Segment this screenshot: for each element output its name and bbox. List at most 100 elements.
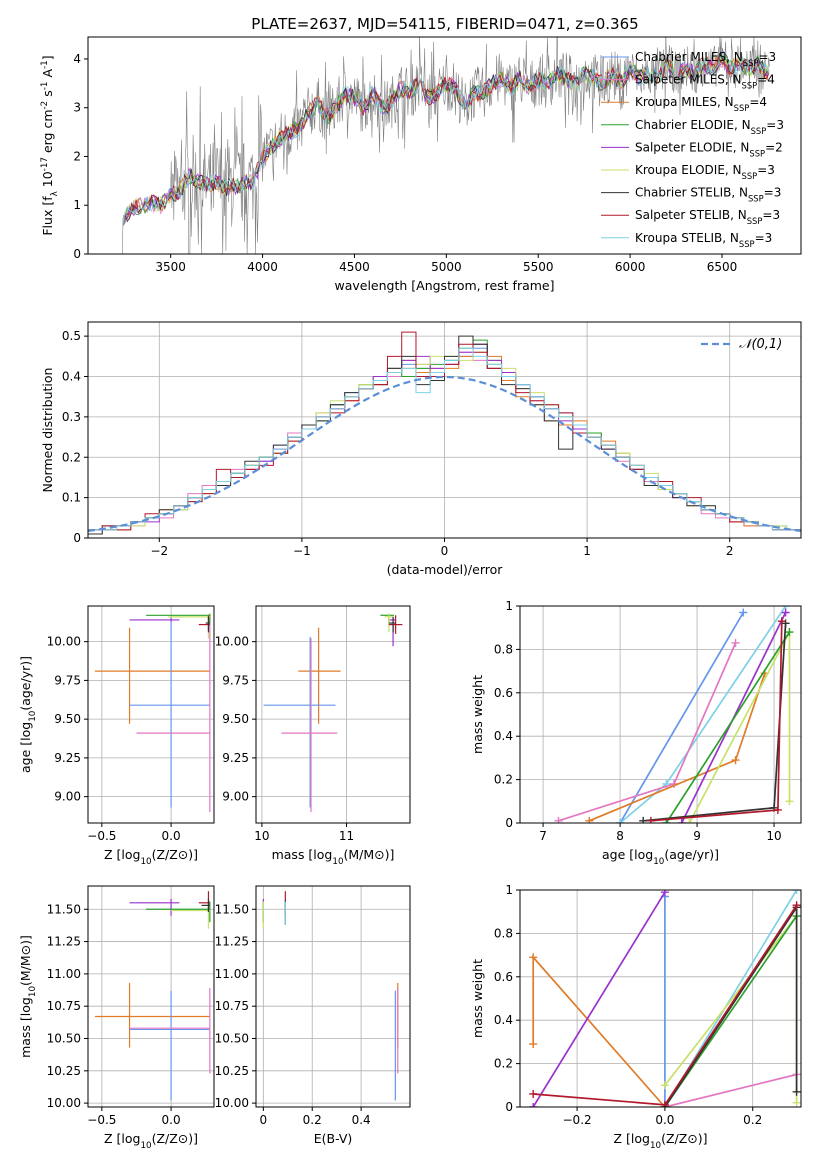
x-tick-label: 0.0	[162, 829, 181, 843]
legend-label: Salpeter STELIB, NSSP=3	[635, 208, 780, 226]
x-tick-label: 4500	[339, 260, 370, 274]
series-marker-3	[731, 756, 740, 765]
legend: 𝒩(0,1)	[701, 337, 782, 352]
x-axis-label: mass [log10(M/M⊙)]	[272, 847, 395, 867]
series-line-3	[588, 673, 766, 822]
y-tick-label: 10.00	[215, 1096, 249, 1110]
y-tick-label: 4	[73, 52, 81, 66]
x-tick-label: 0	[260, 1113, 268, 1127]
x-tick-label: −0.2	[563, 1113, 592, 1127]
x-tick-label: 6500	[707, 260, 738, 274]
series-marker-1	[529, 1040, 538, 1049]
x-axis-label: Z [log10(Z/Z⊙)]	[613, 1131, 707, 1151]
series-line-7	[643, 623, 787, 822]
series-marker-4	[792, 890, 801, 894]
x-tick-label: 0.0	[655, 1113, 674, 1127]
legend	[601, 56, 629, 239]
x-axis-label: Z [log10(Z/Z⊙)]	[104, 847, 198, 867]
x-tick-label: 11	[339, 829, 354, 843]
y-tick-label: 2	[73, 149, 81, 163]
y-axis-label: Flux [fλ 10-17 erg cm-2 s-1 A-1]	[40, 55, 60, 235]
panel-residuals: 𝒩(0,1) −2 −1 0 1 2 0 0.1 0.2 0.3 0.4 0.5	[62, 321, 802, 558]
y-tick-label: 0.1	[62, 491, 81, 505]
x-tick-label: −0.5	[87, 1113, 116, 1127]
x-tick-label: −2	[150, 544, 168, 558]
series-line-6	[665, 631, 791, 823]
panel-age-vs-Z: −0.5 0.0 9.00 9.25 9.50 9.75 10.00	[47, 605, 215, 843]
series-marker-8	[529, 1089, 538, 1098]
y-tick-label: 11.00	[215, 967, 249, 981]
series-line-1	[532, 955, 666, 1107]
y-tick-label: 0.8	[494, 642, 513, 656]
plot-area	[94, 891, 211, 1101]
axes-frame	[255, 885, 411, 1108]
series-line-7	[664, 904, 798, 1107]
y-tick-label: 0	[73, 247, 81, 261]
y-axis-label: mass weight	[470, 675, 485, 754]
panel-age-vs-mass: 10 11 9.00 9.25 9.50 9.75 10.00	[215, 605, 411, 843]
y-tick-label: 10.00	[215, 635, 249, 649]
y-tick-label: 11.00	[47, 967, 81, 981]
y-tick-label: 9.50	[222, 712, 249, 726]
series-line-2	[532, 891, 666, 1107]
y-tick-label: 0	[505, 1100, 513, 1114]
axes-frame	[87, 605, 215, 824]
axes-frame	[519, 889, 802, 1108]
panel-mass-weight-vs-age: 7 8 9 10 0 0.2 0.4 0.6 0.8 1	[494, 599, 802, 843]
series-marker-5	[660, 1081, 669, 1090]
series-line-1	[619, 606, 787, 823]
y-tick-label: 0	[505, 816, 513, 830]
y-tick-label: 11.25	[215, 935, 249, 949]
figure-title: PLATE=2637, MJD=54115, FIBERID=0471, z=0…	[251, 15, 638, 33]
series-marker-0	[739, 608, 748, 617]
y-tick-label: 10.75	[215, 999, 249, 1013]
y-tick-label: 10.25	[47, 1064, 81, 1078]
y-tick-label: 11.25	[47, 935, 81, 949]
series-marker-7	[792, 1087, 801, 1096]
x-tick-label: 4000	[247, 260, 278, 274]
series-marker-4	[781, 608, 790, 617]
x-tick-label: 6000	[615, 260, 646, 274]
series-marker-2	[554, 816, 563, 823]
y-tick-label: 10.00	[47, 1096, 81, 1110]
legend-label: Salpeter MILES, NSSP=4	[635, 73, 775, 91]
series-line-0	[619, 612, 745, 823]
legend-label: Kroupa MILES, NSSP=4	[635, 95, 767, 113]
y-tick-label: 1	[505, 883, 513, 897]
plot-area	[88, 331, 801, 538]
panel-mass-vs-Z: −0.5 0.0 10.00 10.25 10.50 10.75 11.00 11.25 11.…	[47, 885, 215, 1127]
x-tick-label: 5500	[523, 260, 554, 274]
legend-label: Kroupa ELODIE, NSSP=3	[635, 163, 775, 181]
y-tick-label: 10.25	[215, 1064, 249, 1078]
y-axis-label: Normed distribution	[40, 368, 55, 493]
x-tick-label: 0.0	[162, 1113, 181, 1127]
x-axis-label: (data-model)/error	[387, 562, 504, 577]
plot-area	[262, 891, 399, 1101]
series-marker-6	[785, 628, 794, 637]
series-marker-8	[660, 1100, 669, 1107]
y-tick-label: 1	[505, 599, 513, 613]
x-tick-label: 9	[693, 829, 701, 843]
panel-spectrum: 3500 4000 4500 5000 5500 6000 6500 0 1 2 3 4	[73, 36, 802, 274]
y-tick-label: 0.3	[62, 410, 81, 424]
panel-mass-weight-vs-Z: −0.2 0.0 0.2 0 0.2 0.4 0.6 0.8 1	[494, 883, 802, 1127]
y-tick-label: 11.50	[215, 902, 249, 916]
x-axis-label: wavelength [Angstrom, rest frame]	[334, 278, 554, 293]
x-tick-label: 2	[726, 544, 734, 558]
legend-label: Chabrier STELIB, NSSP=3	[635, 186, 781, 204]
x-tick-label: 3500	[155, 260, 186, 274]
axes-frame	[87, 885, 215, 1108]
y-tick-label: 10.50	[215, 1032, 249, 1046]
y-tick-label: 9.75	[222, 673, 249, 687]
series-marker-7	[639, 816, 648, 823]
series-marker-5	[785, 797, 794, 806]
axes-frame	[255, 605, 411, 824]
y-axis-label: age [log10(age/yr)]	[18, 656, 38, 773]
x-tick-label: 0.4	[352, 1113, 371, 1127]
y-tick-label: 3	[73, 101, 81, 115]
series-marker-2	[731, 638, 740, 647]
series-marker-8	[646, 816, 655, 823]
plot-area	[529, 890, 801, 1107]
series-marker-8	[773, 805, 782, 814]
